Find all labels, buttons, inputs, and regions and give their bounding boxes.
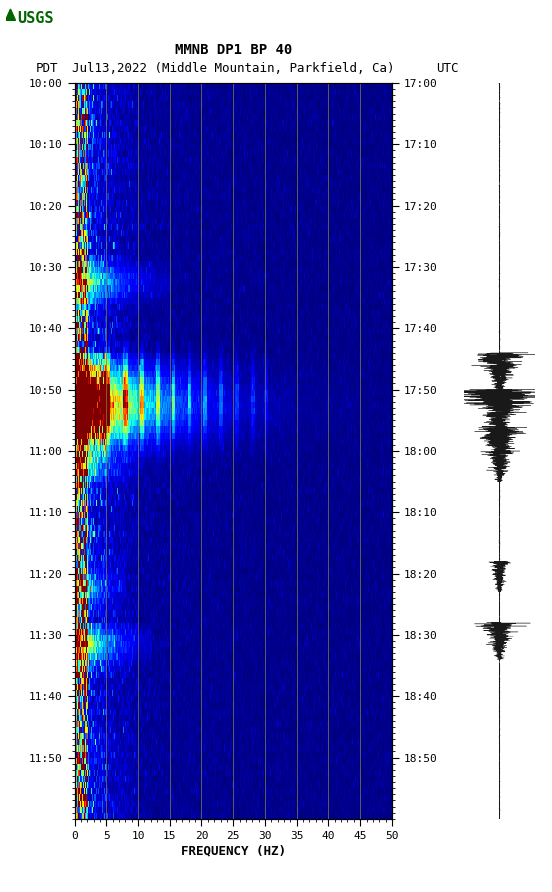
Text: MMNB DP1 BP 40: MMNB DP1 BP 40 xyxy=(174,43,292,57)
Text: UTC: UTC xyxy=(436,62,458,75)
Polygon shape xyxy=(6,9,15,21)
Text: PDT: PDT xyxy=(36,62,59,75)
X-axis label: FREQUENCY (HZ): FREQUENCY (HZ) xyxy=(181,845,286,858)
Text: USGS: USGS xyxy=(18,11,54,26)
Text: Jul13,2022 (Middle Mountain, Parkfield, Ca): Jul13,2022 (Middle Mountain, Parkfield, … xyxy=(72,62,395,75)
